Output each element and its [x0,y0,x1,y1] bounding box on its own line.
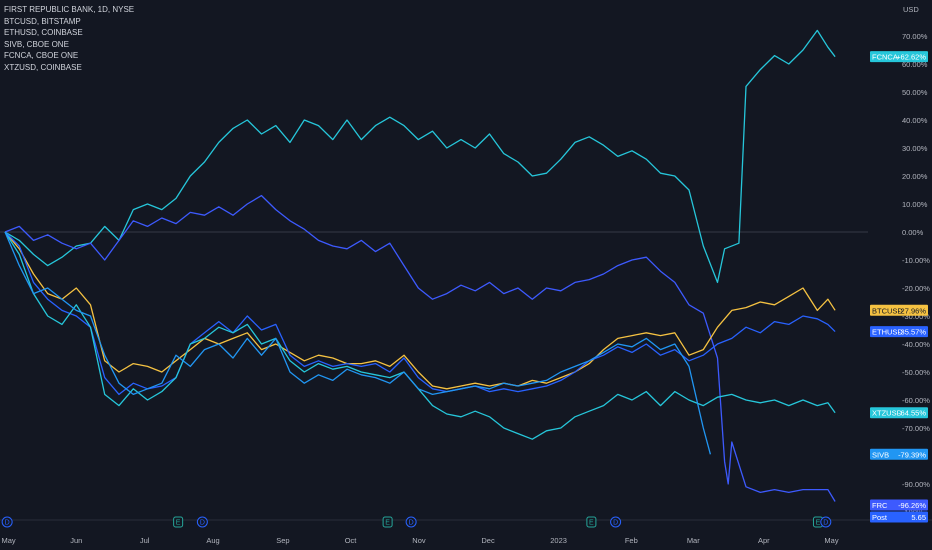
tag-series-label: FRC [872,501,888,510]
tag-background [870,326,928,338]
dividend-marker-label: D [409,520,414,527]
y-tick-label: -10.00% [902,256,930,265]
dividend-marker [1,516,13,528]
x-tick-label: Apr [758,536,770,545]
x-tick-label: Jul [140,536,150,545]
x-tick-label: May [824,536,838,545]
legend: FIRST REPUBLIC BANK, 1D, NYSE BTCUSD, BI… [4,4,134,73]
y-tick-label: 60.00% [902,60,928,69]
tag-background [870,448,928,460]
tag-value: -96.26% [898,501,926,510]
earnings-marker-label: E [816,520,821,527]
x-tick-label: Aug [206,536,219,545]
tag-background [870,304,928,316]
tag-background [870,51,928,63]
tag-value: -79.39% [898,450,926,459]
earnings-marker [586,516,597,528]
dividend-marker-label: D [823,520,828,527]
post-label: Post [872,513,888,522]
series-line-frc [4,194,836,502]
last-value-tag-xtzusd: XTZUSD-64.55% [870,407,928,419]
dividend-marker-label: D [613,520,618,527]
legend-item: SIVB, CBOE ONE [4,39,69,49]
tag-series-label: XTZUSD [872,409,903,418]
y-tick-label: 0.00% [902,228,924,237]
tag-background [870,499,928,511]
legend-item: XTZUSD, COINBASE [4,62,82,72]
series-line-fcnca [4,29,836,284]
x-tick-label: May [1,536,15,545]
last-value-tag-sivb: SIVB -79.39% [870,448,928,460]
grid [0,231,932,521]
series-lines [4,29,836,502]
tag-value: +62.62% [896,53,926,62]
y-tick-label: 70.00% [902,32,928,41]
y-tick-label: -40.00% [902,340,930,349]
series-line-sivb [4,231,712,455]
dividend-marker [405,516,417,528]
y-tick-label: 20.00% [902,172,928,181]
dividend-marker-label: D [5,520,10,527]
tag-value: -27.96% [898,306,926,315]
y-tick-label: 10.00% [902,200,928,209]
series-line-btcusd [4,231,836,390]
last-value-tags: FCNCA+62.62% FRC -96.26% Post 5.65 BTCUSD-27.… [870,51,928,523]
earnings-marker [382,516,393,528]
dividend-marker [820,516,832,528]
x-tick-label: Oct [345,536,358,545]
earnings-marker-label: E [176,520,181,527]
x-tick-label: Dec [481,536,495,545]
tag-series-label: BTCUSD [872,306,903,315]
legend-item: FIRST REPUBLIC BANK, 1D, NYSE [4,5,135,14]
x-axis-ticks: May Jun Jul Aug Sep Oct Nov Dec 2023 Feb Mar Apr May [1,536,838,545]
series-line-ethusd [4,231,836,396]
x-tick-label: Sep [276,536,289,545]
legend-item: BTCUSD, BITSTAMP [4,16,81,26]
dividend-marker-label: D [200,520,205,527]
earnings-marker-label: E [385,520,390,527]
tag-value: -35.57% [898,328,926,337]
series-line-xtzusd [4,231,836,440]
y-tick-label: -70.00% [902,424,930,433]
last-value-tag-btcusd: BTCUSD-27.96% [870,304,928,316]
earnings-marker [173,516,184,528]
last-value-tag-frc: FRC -96.26% Post 5.65 [870,499,928,523]
tag-series-label: ETHUSD [872,328,903,337]
y-tick-label: 50.00% [902,88,928,97]
x-tick-label: Jun [70,536,82,545]
y-tick-label: 30.00% [902,144,928,153]
y-axis-ticks: 70.00% 60.00% 50.00% 40.00% 30.00% 20.00% 10.0… [902,32,930,517]
tag-series-label: FCNCA [872,53,898,62]
x-tick-label: 2023 [550,536,567,545]
legend-item: FCNCA, CBOE ONE [4,51,79,60]
post-background [870,511,928,523]
tag-value: -64.55% [898,409,926,418]
dividend-marker [610,516,622,528]
y-tick-label: -60.00% [902,396,930,405]
last-value-tag-ethusd: ETHUSD-35.57% [870,326,928,338]
x-tick-label: Feb [625,536,638,545]
x-tick-label: Mar [687,536,700,545]
y-tick-label: 40.00% [902,116,928,125]
y-tick-label: -30.00% [902,312,930,321]
x-tick-label: Nov [412,536,426,545]
tag-series-label: SIVB [872,450,889,459]
currency-label: USD [903,5,919,14]
y-tick-label: -20.00% [902,284,930,293]
y-tick-label: -90.00% [902,480,930,489]
y-tick-label: -50.00% [902,368,930,377]
dividend-marker [196,516,208,528]
earnings-marker-label: E [589,520,594,527]
last-value-tag-fcnca: FCNCA+62.62% [870,51,928,63]
post-value: 5.65 [911,513,926,522]
legend-item: ETHUSD, COINBASE [4,28,83,37]
tag-background [870,407,928,419]
